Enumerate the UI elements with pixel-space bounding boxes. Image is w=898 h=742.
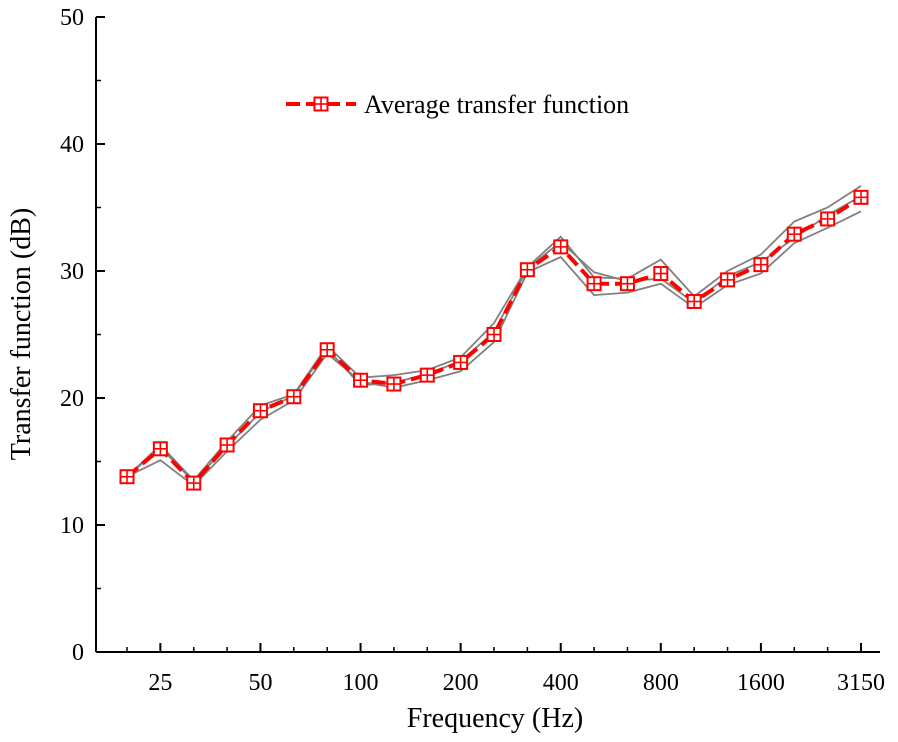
average-point xyxy=(219,437,235,453)
average-point xyxy=(386,376,402,392)
average-point xyxy=(453,354,469,370)
x-tick-label: 50 xyxy=(248,670,272,696)
average-point xyxy=(653,266,669,282)
average-point xyxy=(820,211,836,227)
average-point xyxy=(786,226,802,242)
individual-line-2 xyxy=(126,210,862,487)
average-point xyxy=(353,372,369,388)
legend-marker xyxy=(313,96,329,112)
average-point xyxy=(853,189,869,205)
y-axis-label: Transfer function (dB) xyxy=(6,208,37,460)
x-axis: 25 50 100 200 400 800 1600 3150 xyxy=(126,643,885,696)
average-point xyxy=(486,327,502,342)
average-point xyxy=(686,293,702,309)
average-line xyxy=(125,195,863,487)
x-tick-label: 3150 xyxy=(837,670,885,696)
y-tick-label: 40 xyxy=(60,132,84,158)
average-point xyxy=(186,475,202,491)
x-tick-label: 25 xyxy=(148,670,172,696)
average-point xyxy=(152,441,168,457)
x-tick-label: 1600 xyxy=(737,670,785,696)
y-tick-label: 20 xyxy=(60,386,84,412)
average-point xyxy=(286,389,302,405)
x-tick-label: 400 xyxy=(543,670,579,696)
average-point xyxy=(553,239,569,255)
y-tick-label: 30 xyxy=(60,259,84,285)
average-point xyxy=(619,276,635,292)
average-point xyxy=(753,257,769,273)
average-point xyxy=(720,272,736,288)
individual-line-1 xyxy=(126,185,862,482)
average-point xyxy=(519,262,535,278)
y-tick-label: 0 xyxy=(72,640,84,666)
legend-label: Average transfer function xyxy=(364,90,629,119)
average-point xyxy=(119,469,135,485)
average-point xyxy=(419,367,435,383)
x-axis-label: Frequency (Hz) xyxy=(407,703,583,734)
average-point xyxy=(319,342,335,358)
y-axis: 0 10 20 30 40 50 xyxy=(60,5,105,666)
x-tick-label: 800 xyxy=(643,670,679,696)
x-tick-label: 100 xyxy=(343,670,379,696)
y-tick-label: 50 xyxy=(60,5,84,31)
x-tick-label: 200 xyxy=(443,670,479,696)
y-tick-label: 10 xyxy=(60,513,84,539)
average-point xyxy=(252,403,268,419)
average-point xyxy=(586,276,602,292)
series-layer xyxy=(119,185,869,491)
legend: Average transfer function xyxy=(286,90,629,119)
